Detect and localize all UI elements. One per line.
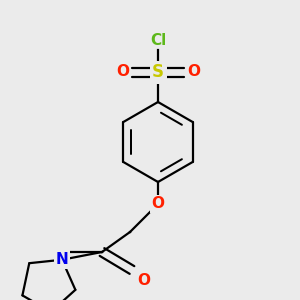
Text: S: S	[152, 63, 164, 81]
Text: O: O	[152, 196, 164, 211]
Text: Cl: Cl	[150, 33, 166, 48]
Text: O: O	[187, 64, 200, 80]
Text: N: N	[56, 252, 68, 267]
Text: O: O	[116, 64, 129, 80]
Text: O: O	[137, 273, 150, 288]
